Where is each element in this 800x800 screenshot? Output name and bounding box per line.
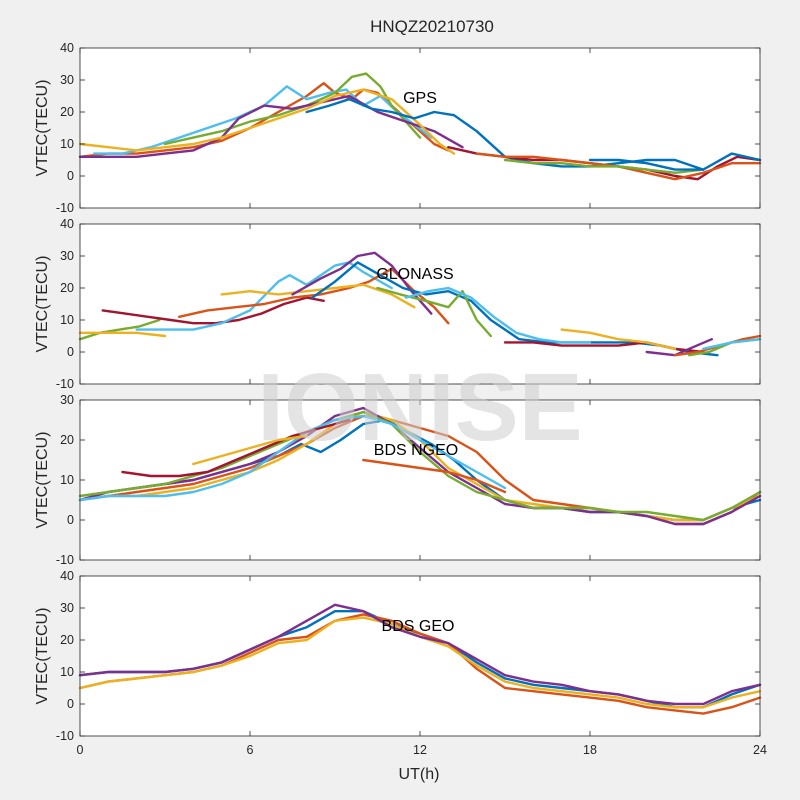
- series-line: [78, 414, 507, 502]
- y-tick-label: 0: [67, 697, 74, 711]
- y-tick-label: 30: [60, 249, 74, 263]
- y-tick-label: 40: [60, 41, 74, 55]
- series-group: [78, 72, 762, 181]
- series-group: [78, 251, 762, 357]
- series-line: [101, 296, 325, 325]
- series-line: [404, 286, 592, 344]
- x-axis-label: UT(h): [399, 766, 440, 783]
- series-line: [121, 418, 351, 478]
- series-line: [362, 458, 507, 494]
- x-tick-labels: 0 6 12 18 24: [77, 743, 767, 757]
- series-line: [78, 94, 464, 159]
- x-tick-label: 18: [583, 743, 597, 757]
- series-line: [645, 338, 713, 357]
- x-tick-label: 0: [77, 743, 84, 757]
- x-tick-label: 6: [247, 743, 254, 757]
- series-line: [291, 251, 433, 315]
- series-line: [78, 406, 762, 526]
- panel-bds-ngeo: -10 0 10 20 30 VTEC(TECU) BDS NGEO: [34, 393, 762, 567]
- panel-label: BDS NGEO: [374, 442, 458, 459]
- y-tick-label: 10: [60, 665, 74, 679]
- y-tick-label: 30: [60, 73, 74, 87]
- y-tick-label: 0: [67, 513, 74, 527]
- y-tick-label: 20: [60, 633, 74, 647]
- series-line: [192, 434, 308, 466]
- y-axis-label: VTEC(TECU): [34, 432, 51, 529]
- series-line: [503, 158, 705, 175]
- series-line: [163, 72, 422, 146]
- watermark: IONISE: [257, 354, 582, 461]
- series-line: [702, 338, 762, 350]
- series-line: [588, 152, 762, 171]
- y-tick-label: 10: [60, 137, 74, 151]
- series-line: [78, 318, 161, 341]
- plot-area: [80, 576, 760, 736]
- y-tick-label: 40: [60, 569, 74, 583]
- chart-title: HNQZ20210730: [370, 17, 494, 36]
- series-line: [560, 328, 677, 350]
- series-line: [78, 410, 762, 522]
- panel-label: GLONASS: [376, 266, 453, 283]
- y-tick-label: -10: [56, 201, 74, 215]
- series-group: [78, 406, 762, 526]
- panel-label: GPS: [403, 90, 437, 107]
- series-line: [135, 261, 393, 331]
- y-tick-label: -10: [56, 729, 74, 743]
- y-tick-label: 0: [67, 169, 74, 183]
- y-tick-label: -10: [56, 377, 74, 391]
- x-tick-label: 12: [413, 743, 427, 757]
- series-line: [92, 85, 433, 155]
- series-group: [78, 603, 762, 715]
- panel-glonass: -10 0 10 20 30 40 VTEC(TECU) GLONASS: [34, 217, 762, 391]
- y-tick-label: 40: [60, 217, 74, 231]
- y-axis-label: VTEC(TECU): [34, 80, 51, 177]
- series-line: [220, 283, 416, 309]
- y-tick-label: 20: [60, 281, 74, 295]
- panel-gps: -10 0 10 20 30 40 VTEC(TECU) GPS: [34, 41, 762, 215]
- series-line: [78, 331, 167, 338]
- y-tick-label: 0: [67, 345, 74, 359]
- plot-area: [80, 224, 760, 384]
- y-tick-label: 20: [60, 433, 74, 447]
- y-tick-label: 10: [60, 473, 74, 487]
- y-axis-label: VTEC(TECU): [34, 608, 51, 705]
- y-tick-label: 30: [60, 601, 74, 615]
- y-tick-label: 10: [60, 313, 74, 327]
- series-line: [78, 603, 762, 706]
- y-tick-label: -10: [56, 553, 74, 567]
- panel-bds-geo: -10 0 10 20 30 40 VTEC(TECU) BDS GEO: [34, 569, 762, 743]
- y-tick-label: 30: [60, 393, 74, 407]
- y-tick-label: 20: [60, 105, 74, 119]
- panels: -10 0 10 20 30 40 VTEC(TECU) GPS -10 0 10 20 30 40 VTE…: [34, 41, 762, 743]
- panel-label: BDS GEO: [382, 618, 455, 635]
- y-axis-label: VTEC(TECU): [34, 256, 51, 353]
- series-line: [376, 286, 492, 338]
- x-tick-label: 24: [753, 743, 767, 757]
